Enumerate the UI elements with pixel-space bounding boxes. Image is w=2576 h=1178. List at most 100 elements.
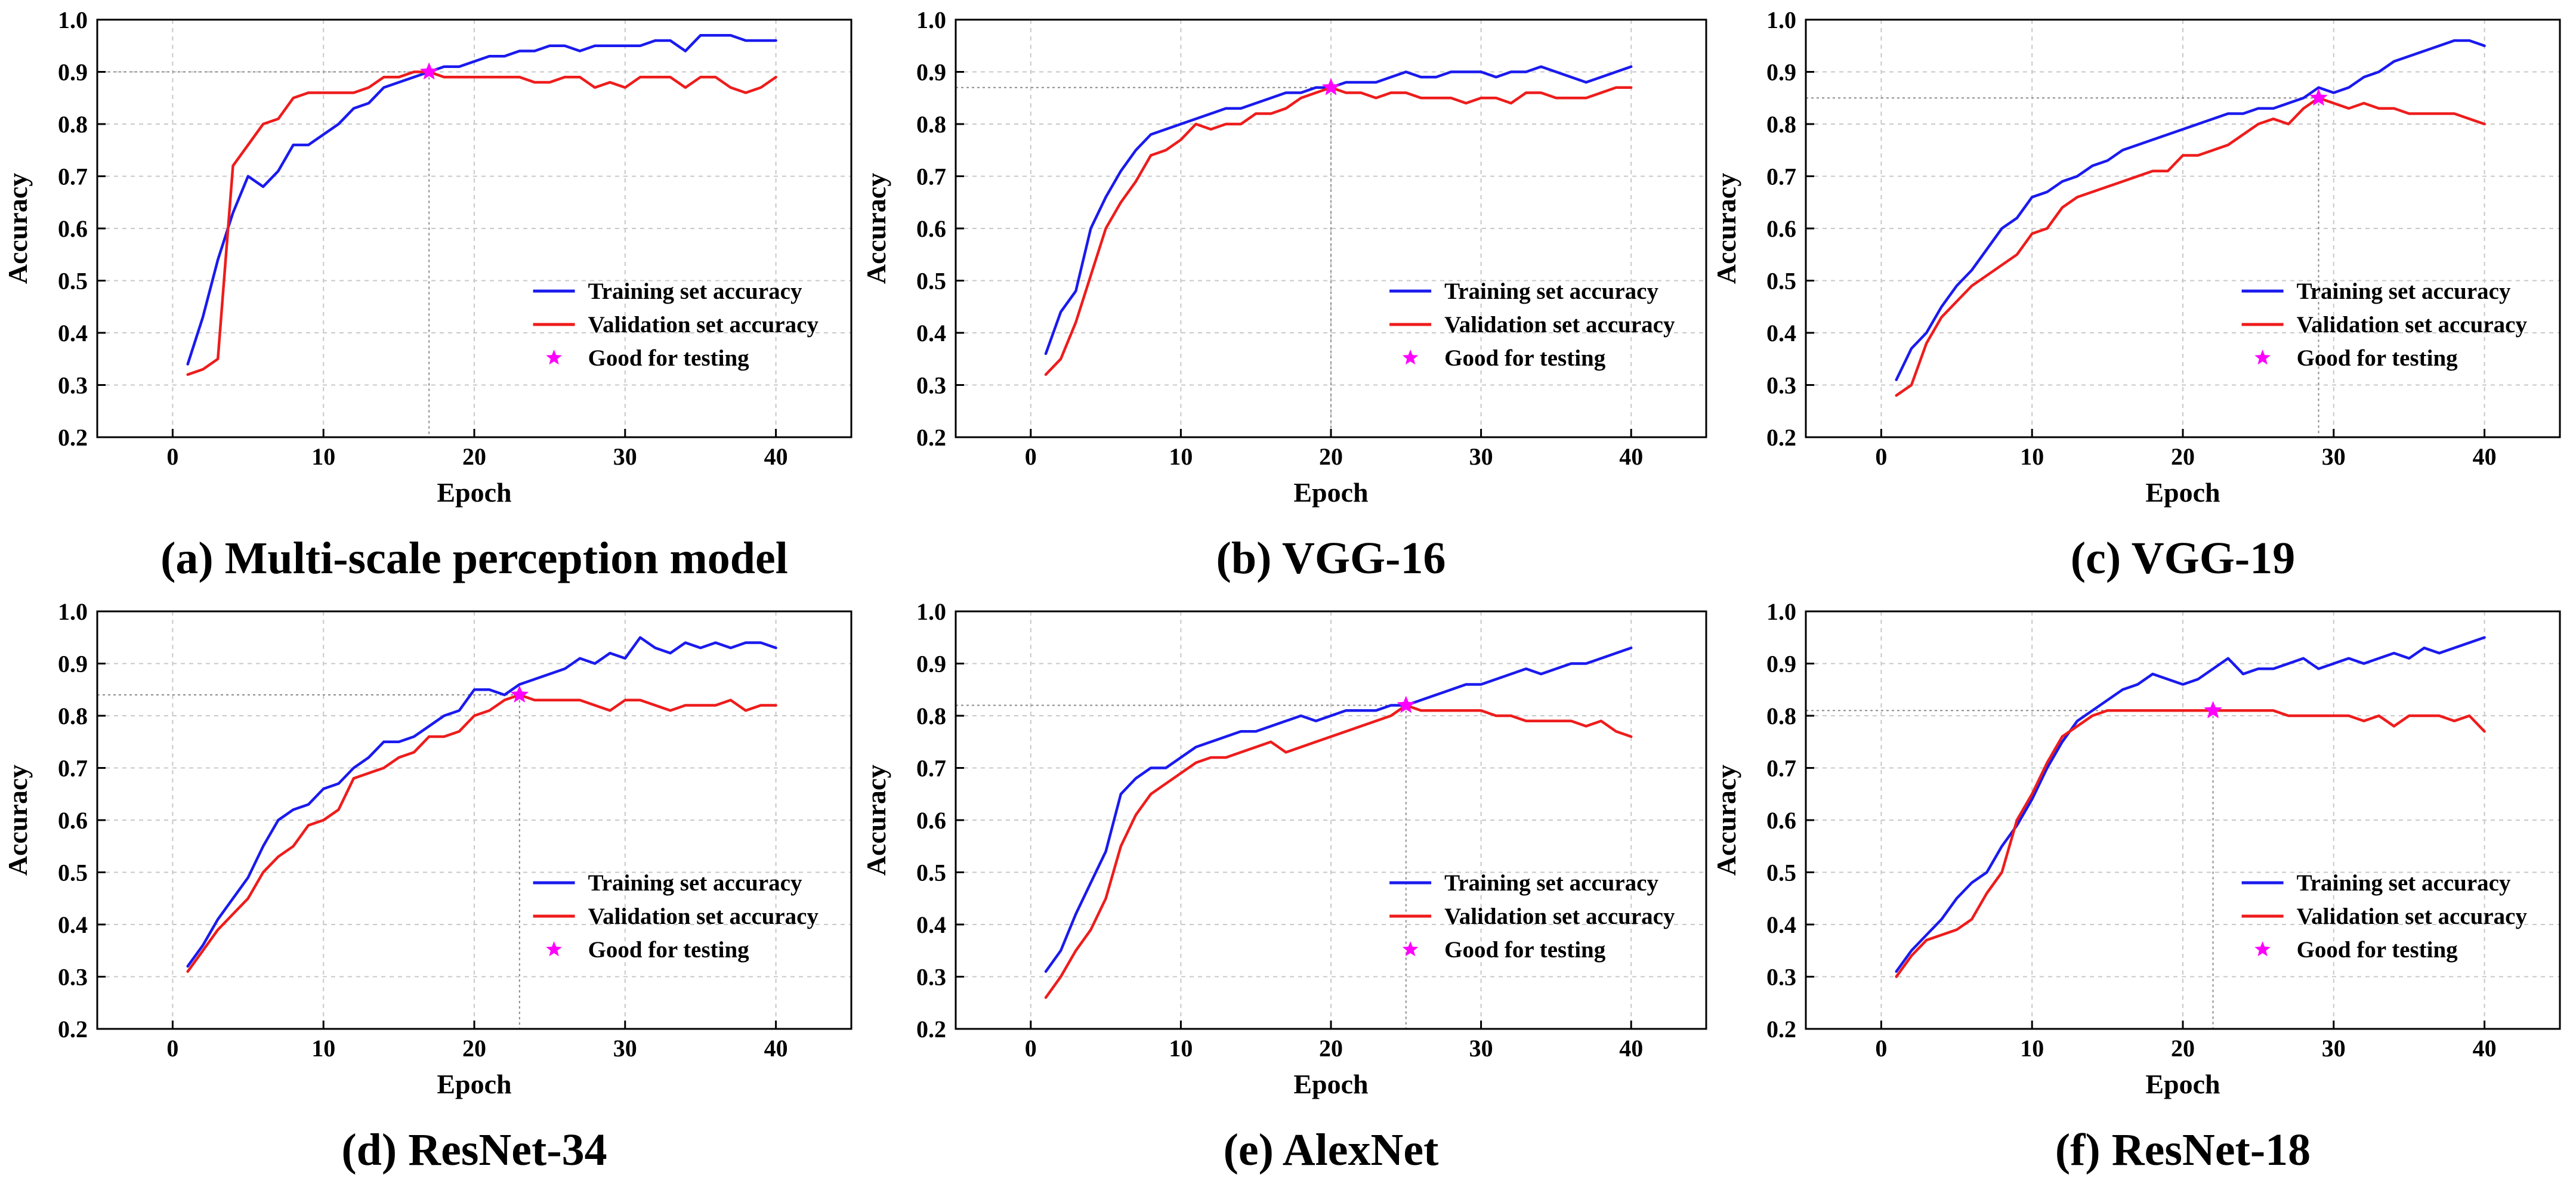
legend-validation-label: Validation set accuracy (1444, 312, 1675, 338)
y-tick-label: 0.5 (58, 268, 88, 295)
y-tick-label: 0.2 (1766, 1016, 1796, 1043)
legend-validation-label: Validation set accuracy (588, 904, 819, 929)
training-accuracy-line (1895, 636, 2486, 973)
x-tick-label: 30 (613, 443, 637, 470)
y-tick-label: 0.2 (58, 1016, 88, 1043)
x-axis-label: Epoch (2145, 477, 2220, 508)
x-axis-label: Epoch (437, 477, 511, 508)
x-tick-label: 10 (2020, 1035, 2044, 1062)
x-tick-label: 40 (2473, 1035, 2497, 1062)
y-tick-label: 0.2 (916, 424, 946, 451)
validation-accuracy-line (1044, 86, 1633, 376)
x-tick-label: 10 (2020, 443, 2044, 470)
legend-good-for-testing-star-icon (546, 350, 562, 365)
y-tick-label: 0.6 (58, 807, 88, 834)
x-tick-label: 30 (1469, 443, 1493, 470)
legend-good-for-testing-label: Good for testing (588, 345, 750, 371)
y-tick-label: 0.5 (1766, 268, 1796, 295)
y-tick-label: 0.2 (1766, 424, 1796, 451)
y-tick-label: 0.4 (1766, 911, 1796, 938)
x-tick-label: 20 (462, 1035, 486, 1062)
y-tick-label: 0.8 (58, 111, 88, 138)
y-tick-label: 0.2 (58, 424, 88, 451)
y-axis-label: Accuracy (1711, 173, 1741, 284)
training-accuracy-line (186, 34, 777, 366)
training-accuracy-line (1044, 647, 1633, 973)
legend-training-label: Training set accuracy (1444, 870, 1658, 896)
legend-good-for-testing-star-icon (2254, 941, 2271, 957)
y-tick-label: 1.0 (1766, 7, 1796, 33)
chart-caption: (f) ResNet-18 (2055, 1125, 2311, 1175)
x-tick-label: 0 (1875, 443, 1887, 470)
y-tick-label: 0.9 (916, 651, 946, 678)
y-tick-label: 1.0 (58, 7, 88, 33)
y-tick-label: 0.7 (916, 163, 946, 190)
y-tick-label: 0.6 (58, 215, 88, 242)
y-tick-label: 0.3 (58, 964, 88, 991)
chart-panel: 0 10 20 30 40 0.2 0.3 0.4 0.5 0.6 0.7 0.8 0.9 1.0 Epoc… (2, 7, 853, 583)
best-point-star-marker (2309, 88, 2328, 106)
y-tick-label: 0.8 (1766, 111, 1796, 138)
legend-good-for-testing-label: Good for testing (2297, 345, 2458, 371)
legend-training-label: Training set accuracy (2297, 870, 2511, 896)
chart-panel: 0 10 20 30 40 0.2 0.3 0.4 0.5 0.6 0.7 0.8 0.9 1.0 Epoc… (2, 598, 853, 1175)
y-tick-label: 1.0 (58, 598, 88, 625)
chart-caption: (c) VGG-19 (2071, 533, 2295, 583)
y-tick-label: 0.5 (916, 268, 946, 295)
y-tick-label: 0.7 (1766, 755, 1796, 782)
x-axis-label: Epoch (1293, 477, 1368, 508)
x-tick-label: 20 (462, 443, 486, 470)
y-tick-label: 0.8 (916, 111, 946, 138)
x-axis-label: Epoch (1293, 1069, 1368, 1099)
x-tick-label: 10 (311, 443, 335, 470)
legend-training-label: Training set accuracy (588, 870, 802, 896)
y-tick-label: 0.3 (1766, 964, 1796, 991)
chart-panel: 0 10 20 30 40 0.2 0.3 0.4 0.5 0.6 0.7 0.8 0.9 1.0 Epoc… (1711, 598, 2561, 1175)
y-tick-label: 0.9 (58, 651, 88, 678)
x-axis-label: Epoch (437, 1069, 511, 1099)
y-tick-label: 0.9 (58, 59, 88, 86)
legend-good-for-testing-star-icon (2254, 350, 2271, 365)
x-tick-label: 10 (1169, 443, 1193, 470)
y-tick-label: 1.0 (916, 598, 946, 625)
best-point-star-marker (419, 62, 438, 80)
legend-good-for-testing-star-icon (546, 941, 562, 957)
y-tick-label: 0.3 (916, 372, 946, 399)
y-tick-label: 0.6 (916, 807, 946, 834)
chart-caption: (d) ResNet-34 (341, 1125, 607, 1175)
y-tick-label: 0.7 (58, 755, 88, 782)
x-tick-label: 20 (1319, 1035, 1343, 1062)
y-tick-label: 0.7 (916, 755, 946, 782)
legend-training-label: Training set accuracy (1444, 279, 1658, 304)
y-tick-label: 0.9 (1766, 651, 1796, 678)
y-tick-label: 0.7 (1766, 163, 1796, 190)
y-tick-label: 0.5 (916, 859, 946, 886)
legend-good-for-testing-label: Good for testing (2297, 937, 2458, 963)
y-tick-label: 0.4 (58, 911, 88, 938)
chart-panel: 0 10 20 30 40 0.2 0.3 0.4 0.5 0.6 0.7 0.8 0.9 1.0 Epoc… (1711, 7, 2561, 583)
x-tick-label: 20 (2171, 443, 2195, 470)
best-point-star-marker (2204, 701, 2222, 719)
legend-validation-label: Validation set accuracy (2297, 312, 2528, 338)
x-axis-label: Epoch (2145, 1069, 2220, 1099)
x-tick-label: 20 (1319, 443, 1343, 470)
best-point-star-marker (1321, 78, 1340, 95)
x-tick-label: 40 (2473, 443, 2497, 470)
y-tick-label: 0.9 (916, 59, 946, 86)
y-tick-label: 0.4 (58, 320, 88, 347)
x-tick-label: 30 (613, 1035, 637, 1062)
y-axis-label: Accuracy (2, 173, 33, 284)
y-tick-label: 0.2 (916, 1016, 946, 1043)
training-accuracy-line (186, 636, 777, 968)
y-tick-label: 1.0 (1766, 598, 1796, 625)
legend-validation-label: Validation set accuracy (2297, 904, 2528, 929)
y-tick-label: 0.6 (1766, 215, 1796, 242)
y-axis-label: Accuracy (861, 765, 891, 876)
chart-panel: 0 10 20 30 40 0.2 0.3 0.4 0.5 0.6 0.7 0.8 0.9 1.0 Epoc… (861, 7, 1707, 583)
y-tick-label: 0.4 (916, 320, 946, 347)
validation-accuracy-line (1895, 97, 2486, 397)
x-tick-label: 40 (1619, 1035, 1643, 1062)
x-tick-label: 20 (2171, 1035, 2195, 1062)
y-tick-label: 0.9 (1766, 59, 1796, 86)
